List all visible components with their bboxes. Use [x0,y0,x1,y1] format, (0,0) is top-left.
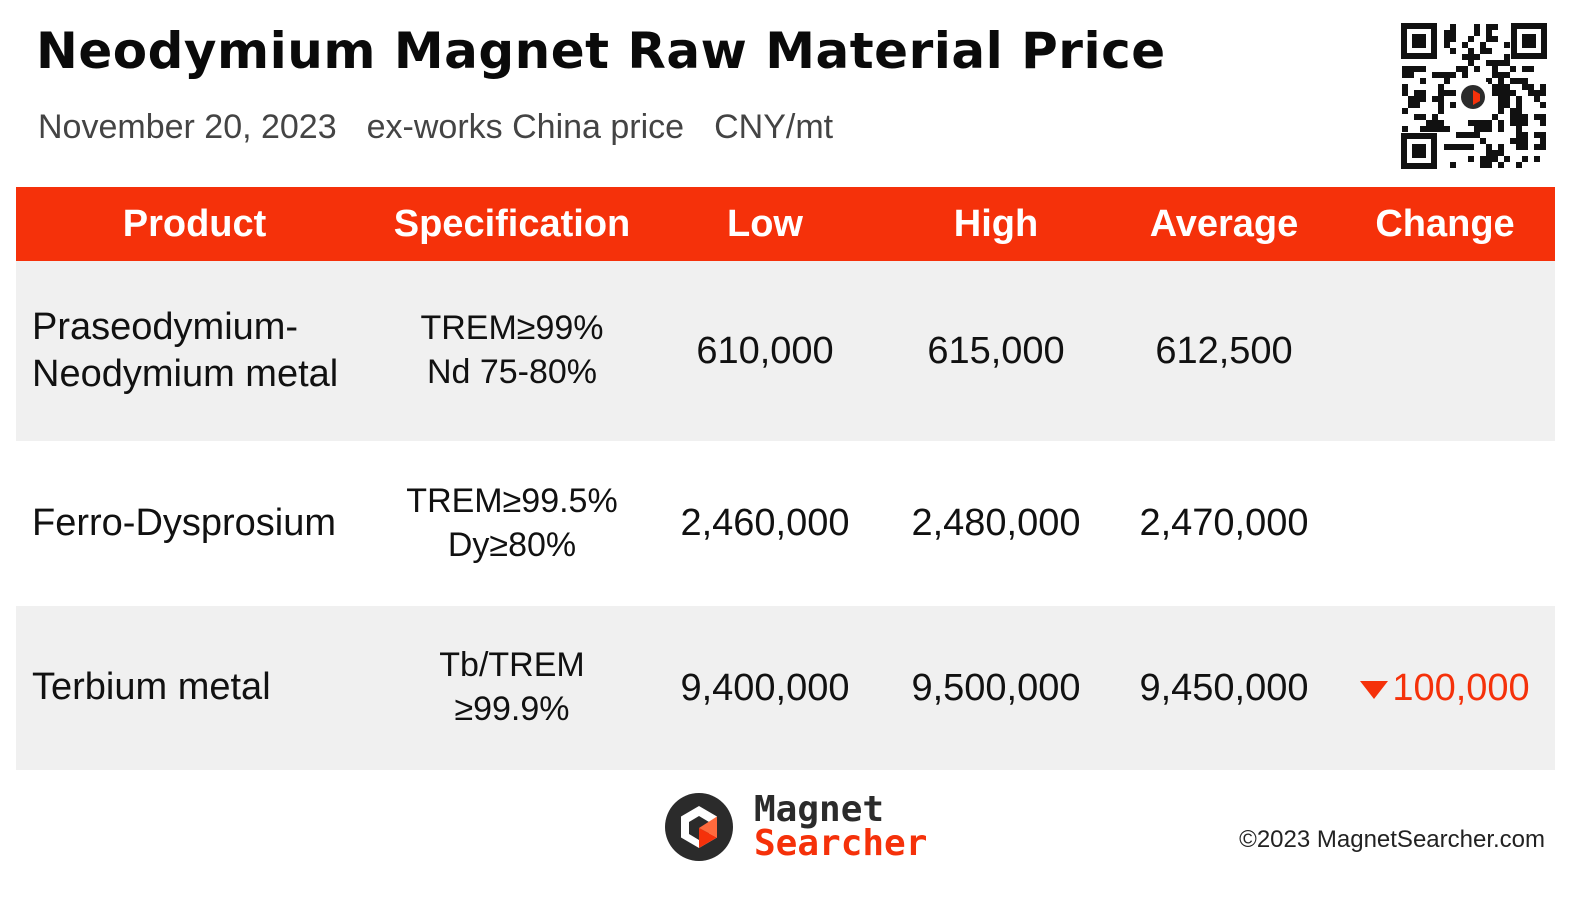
table-row: Ferro-Dysprosium TREM≥99.5% Dy≥80% 2,460… [16,441,1555,606]
logo-wordmark: Magnet Searcher [754,788,928,864]
table-row: Praseodymium- Neodymium metal TREM≥99% N… [16,261,1555,441]
product-name: Praseodymium- Neodymium metal [32,305,339,396]
table-row: Terbium metal Tb/TREM ≥99.9% 9,400,000 9… [16,606,1555,770]
low-price: 9,400,000 [680,666,850,709]
low-price: 610,000 [696,329,834,372]
price-change: 100,000 [1335,666,1555,710]
header-average: Average [1149,202,1299,245]
triangle-down-icon [1360,681,1389,700]
header-change: Change [1375,202,1515,245]
qr-code-icon[interactable] [1400,22,1548,170]
specification: TREM≥99.5% Dy≥80% [406,481,618,564]
high-price: 615,000 [927,329,1065,372]
header-high: High [953,202,1039,245]
high-price: 2,480,000 [911,502,1081,544]
average-price: 9,450,000 [1139,666,1309,709]
high-price: 9,500,000 [911,666,1081,709]
change-value: 100,000 [1392,666,1530,709]
average-price: 612,500 [1155,329,1293,372]
product-name: Terbium metal [32,666,271,709]
average-price: 2,470,000 [1139,502,1309,544]
price-basis: ex-works China price [366,108,685,146]
page-subtitle: November 20, 2023 ex-works China price C… [38,108,833,147]
header-specification: Specification [393,202,631,245]
specification: TREM≥99% Nd 75-80% [420,309,604,391]
header-product: Product [122,202,267,245]
low-price: 2,460,000 [680,502,850,544]
header-low: Low [727,202,803,245]
magnet-searcher-logo-icon [665,793,733,861]
table-header: Product Specification Low High Average C… [16,187,1555,261]
magnet-searcher-logo[interactable]: Magnet Searcher [664,788,928,864]
page-title: Neodymium Magnet Raw Material Price [36,22,1166,80]
product-name: Ferro-Dysprosium [32,501,337,544]
copyright-notice: ©2023 MagnetSearcher.com [1239,826,1545,853]
price-date: November 20, 2023 [38,108,337,146]
price-table: Product Specification Low High Average C… [16,187,1555,770]
specification: Tb/TREM ≥99.9% [439,646,585,728]
price-unit: CNY/mt [714,108,834,146]
